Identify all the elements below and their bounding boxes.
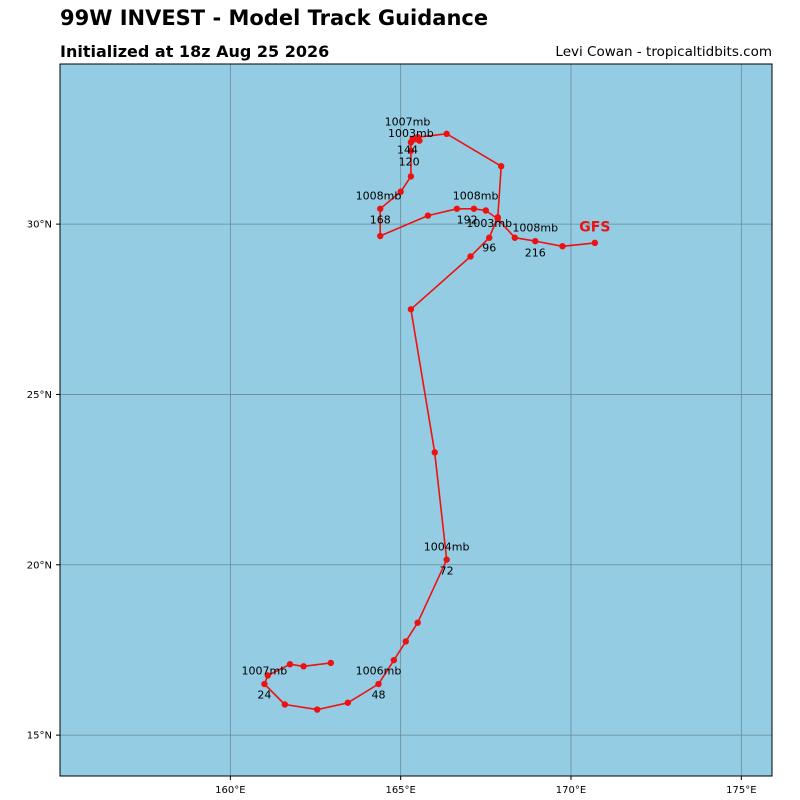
forecast-hour-label: 216 xyxy=(525,246,546,259)
track-point xyxy=(344,699,352,706)
y-tick-label: 30°N xyxy=(27,220,52,231)
track-point xyxy=(286,661,294,668)
track-point xyxy=(431,449,438,456)
plot-frame xyxy=(59,63,773,777)
forecast-hour-label: 96 xyxy=(482,241,496,254)
x-tick-label: 165°E xyxy=(385,785,415,796)
track-point xyxy=(261,680,268,688)
pressure-label: 1007mb xyxy=(385,115,431,128)
track-point xyxy=(314,706,321,713)
pressure-label: 1006mb xyxy=(356,664,402,677)
track-point xyxy=(377,232,384,240)
track-point xyxy=(443,556,450,563)
forecast-hour-label: 72 xyxy=(440,564,454,577)
forecast-hour-label: 24 xyxy=(257,688,271,701)
forecast-hour-label: 192 xyxy=(457,213,478,226)
track-point xyxy=(486,234,493,241)
forecast-hour-label: 48 xyxy=(372,688,386,701)
track-point xyxy=(424,212,432,219)
x-tick-label: 175°E xyxy=(726,785,756,796)
track-point xyxy=(494,215,501,223)
pressure-label: 1004mb xyxy=(424,540,470,553)
forecast-hour-label: 120 xyxy=(399,156,420,169)
track-point xyxy=(414,619,421,626)
track-point xyxy=(467,253,474,260)
x-tick-label: 160°E xyxy=(215,785,245,796)
track-point xyxy=(407,147,415,155)
y-tick-label: 25°N xyxy=(27,390,52,401)
track-point xyxy=(559,243,566,250)
pressure-label: 1003mb xyxy=(388,127,434,140)
init-time-subtitle: Initialized at 18z Aug 25 2026 xyxy=(60,42,330,61)
track-point xyxy=(407,306,415,313)
ocean-background xyxy=(60,64,772,776)
y-tick-label: 15°N xyxy=(27,731,52,742)
track-point xyxy=(443,130,450,138)
chart-title: 99W INVEST - Model Track Guidance xyxy=(60,6,489,30)
pressure-label: 1008mb xyxy=(453,190,499,203)
track-point xyxy=(377,205,384,212)
track-point xyxy=(375,680,382,688)
track-point xyxy=(511,234,518,241)
x-tick-label: 170°E xyxy=(556,785,586,796)
track-point xyxy=(402,638,409,645)
track-point xyxy=(407,173,415,180)
track-point xyxy=(416,137,423,144)
pressure-label: 1007mb xyxy=(242,664,288,677)
track-point xyxy=(397,188,404,195)
author-credit: Levi Cowan - tropicaltidbits.com xyxy=(555,44,772,60)
pressure-label: 1008mb xyxy=(356,190,402,203)
track-point xyxy=(591,239,599,247)
pressure-label: 1008mb xyxy=(512,222,558,235)
track-point xyxy=(453,205,461,212)
pressure-label: 1003mb xyxy=(466,217,512,230)
track-point xyxy=(407,139,415,146)
track-point xyxy=(327,659,335,667)
forecast-hour-label: 144 xyxy=(397,143,418,156)
track-point xyxy=(497,163,505,170)
track-point xyxy=(482,207,490,214)
forecast-hour-label: 168 xyxy=(370,213,391,226)
track-point xyxy=(470,205,478,212)
track-point xyxy=(390,656,398,664)
track-point xyxy=(264,672,272,679)
track-point xyxy=(532,237,539,245)
track-point xyxy=(281,701,289,708)
model-name-label: GFS xyxy=(579,220,610,236)
y-tick-label: 20°N xyxy=(27,560,52,571)
track-point xyxy=(300,663,307,670)
